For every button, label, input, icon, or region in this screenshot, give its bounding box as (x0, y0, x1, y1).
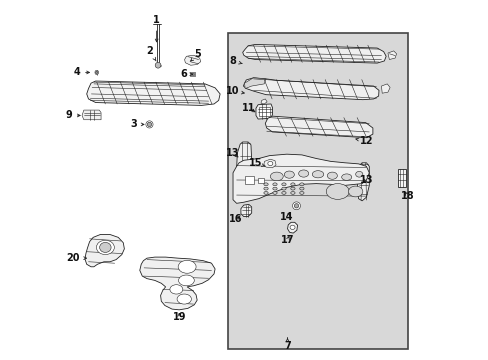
Ellipse shape (95, 70, 99, 75)
Ellipse shape (264, 187, 267, 190)
Text: 7: 7 (284, 338, 290, 351)
Ellipse shape (290, 192, 294, 194)
Text: 14: 14 (280, 212, 293, 221)
Text: 19: 19 (172, 312, 185, 322)
Polygon shape (242, 44, 386, 63)
Ellipse shape (290, 187, 294, 190)
Ellipse shape (299, 183, 304, 186)
Ellipse shape (264, 183, 267, 186)
Polygon shape (82, 110, 101, 120)
Polygon shape (255, 104, 272, 119)
Bar (258, 178, 263, 183)
Bar (228, 33, 407, 348)
Text: 13: 13 (359, 175, 372, 185)
Text: 4: 4 (73, 67, 89, 77)
Polygon shape (261, 99, 266, 104)
Ellipse shape (177, 294, 191, 304)
Ellipse shape (281, 183, 285, 186)
Text: 8: 8 (229, 56, 242, 66)
Ellipse shape (281, 187, 285, 190)
Ellipse shape (272, 187, 277, 190)
Text: 3: 3 (130, 120, 143, 129)
Ellipse shape (289, 225, 294, 229)
Ellipse shape (272, 192, 277, 194)
Polygon shape (86, 81, 220, 105)
Ellipse shape (178, 260, 196, 273)
Ellipse shape (264, 192, 267, 194)
Text: 17: 17 (280, 235, 294, 245)
Polygon shape (140, 257, 215, 310)
Polygon shape (264, 159, 276, 168)
Polygon shape (357, 163, 368, 201)
Ellipse shape (298, 170, 308, 177)
Ellipse shape (341, 174, 351, 180)
Polygon shape (236, 142, 251, 192)
Ellipse shape (348, 186, 362, 197)
Ellipse shape (178, 275, 194, 286)
Text: 18: 18 (400, 191, 413, 201)
Bar (244, 176, 254, 184)
Bar (190, 72, 194, 76)
Polygon shape (241, 204, 251, 217)
Text: 16: 16 (229, 215, 242, 224)
Text: 10: 10 (226, 86, 244, 96)
Polygon shape (233, 154, 368, 203)
Ellipse shape (145, 121, 153, 128)
Text: 20: 20 (66, 253, 86, 263)
Ellipse shape (294, 204, 298, 208)
Text: 6: 6 (180, 69, 192, 79)
Ellipse shape (147, 122, 151, 127)
Ellipse shape (169, 285, 183, 294)
Bar (258, 107, 270, 116)
Ellipse shape (272, 183, 277, 186)
Text: 9: 9 (65, 111, 80, 121)
Polygon shape (387, 51, 396, 59)
Text: 5: 5 (190, 49, 201, 61)
Polygon shape (243, 78, 378, 100)
Ellipse shape (155, 62, 161, 68)
Polygon shape (265, 116, 372, 138)
Ellipse shape (299, 192, 304, 194)
Polygon shape (184, 55, 201, 65)
Text: 11: 11 (242, 103, 255, 113)
Ellipse shape (96, 240, 114, 255)
Ellipse shape (326, 172, 337, 179)
Ellipse shape (290, 183, 294, 186)
Ellipse shape (96, 71, 98, 73)
Text: 15: 15 (248, 158, 264, 168)
Bar (397, 169, 405, 187)
Text: 12: 12 (355, 136, 372, 146)
Ellipse shape (299, 187, 304, 190)
Ellipse shape (355, 171, 362, 177)
Polygon shape (85, 234, 124, 267)
Ellipse shape (270, 172, 283, 181)
Text: 2: 2 (146, 46, 156, 61)
Bar (191, 73, 193, 75)
Ellipse shape (267, 161, 272, 166)
Ellipse shape (284, 171, 294, 178)
Ellipse shape (100, 242, 111, 252)
Ellipse shape (292, 202, 300, 210)
Polygon shape (244, 78, 265, 89)
Ellipse shape (312, 171, 323, 178)
Polygon shape (381, 84, 389, 93)
Ellipse shape (325, 184, 348, 199)
Polygon shape (287, 222, 297, 233)
Text: 13: 13 (226, 148, 239, 158)
Ellipse shape (281, 192, 285, 194)
Text: 1: 1 (153, 15, 160, 42)
